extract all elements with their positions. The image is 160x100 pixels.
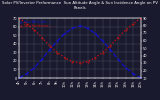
Text: Solar PV/Inverter Performance  Sun Altitude Angle & Sun Incidence Angle on PV Pa: Solar PV/Inverter Performance Sun Altitu… [2, 1, 158, 10]
Legend: Sun Altitude ----, Sun Incidence .....: Sun Altitude ----, Sun Incidence ..... [21, 20, 56, 29]
